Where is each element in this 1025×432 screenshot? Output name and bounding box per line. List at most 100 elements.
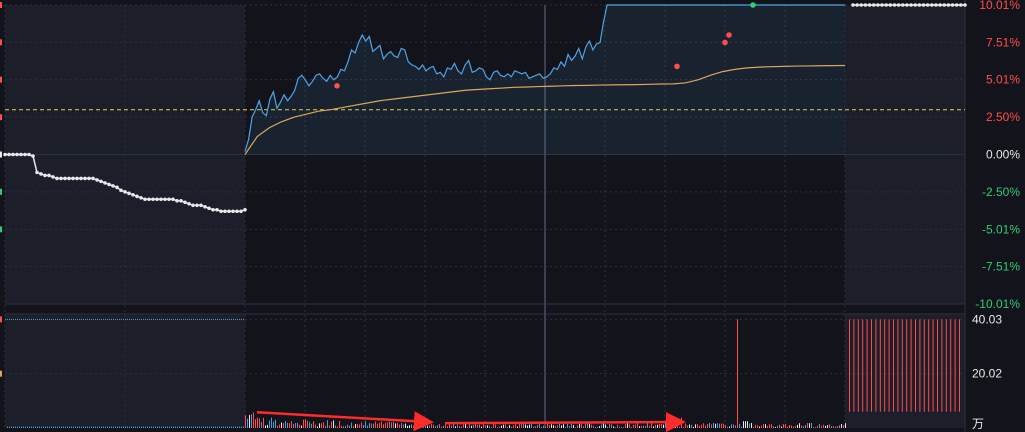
volume-bar: [375, 421, 376, 428]
volume-bar: [459, 425, 460, 428]
volume-bar: [617, 424, 618, 428]
volume-bar: [683, 426, 684, 428]
afterhours-dot: [871, 3, 876, 7]
volume-bar: [389, 421, 390, 428]
premarket-dot: [79, 176, 83, 181]
premarket-dot: [195, 203, 199, 208]
volume-bar: [503, 424, 504, 428]
volume-bar: [729, 426, 730, 428]
volume-bar: [849, 319, 850, 412]
volume-bar: [181, 426, 182, 428]
volume-bar: [189, 426, 190, 428]
volume-bar: [781, 426, 782, 428]
volume-bar: [545, 426, 546, 428]
volume-bar: [497, 426, 498, 428]
premarket-dot: [43, 173, 47, 178]
afterhours-dot: [888, 3, 893, 7]
volume-bar: [693, 426, 694, 428]
volume-unit-label: 万: [972, 417, 984, 431]
volume-bar: [739, 423, 740, 428]
volume-bar: [915, 319, 916, 412]
premarket-dot: [111, 184, 115, 188]
premarket-dot: [27, 152, 31, 157]
premarket-dot: [35, 170, 39, 175]
signal-marker: [722, 39, 728, 46]
volume-bar: [453, 423, 454, 428]
premarket-dot: [191, 203, 195, 208]
volume-bar: [187, 426, 188, 428]
volume-bar: [703, 423, 704, 428]
volume-bar: [663, 424, 664, 428]
volume-bar: [573, 425, 574, 428]
volume-bar: [827, 425, 828, 428]
afterhours-dot: [917, 3, 922, 7]
volume-bar: [769, 424, 770, 428]
volume-bar: [581, 423, 582, 428]
volume-bar: [697, 424, 698, 428]
volume-bar: [583, 426, 584, 428]
volume-bar: [123, 426, 124, 428]
volume-bar: [637, 422, 638, 428]
premarket-dot: [219, 209, 223, 214]
volume-bar: [715, 423, 716, 428]
volume-bar: [359, 424, 360, 428]
afterhours-dot: [859, 3, 864, 7]
volume-bar: [297, 422, 298, 428]
volume-bar: [301, 425, 302, 428]
volume-bar: [687, 425, 688, 428]
volume-bar: [599, 426, 600, 428]
volume-bar: [205, 426, 206, 428]
volume-bar: [437, 425, 438, 428]
premarket-dot: [139, 196, 143, 200]
volume-bar: [853, 319, 855, 412]
volume-bar: [411, 424, 412, 428]
volume-bar: [369, 423, 370, 428]
premarket-dot: [31, 154, 35, 158]
volume-bar: [639, 426, 640, 428]
volume-bar: [223, 426, 224, 428]
volume-bar: [753, 426, 754, 428]
volume-bar: [945, 319, 947, 412]
volume-bar: [565, 426, 566, 428]
volume-bar: [353, 425, 354, 428]
volume-bar: [773, 426, 774, 428]
volume-bar: [429, 425, 430, 428]
volume-bar: [731, 424, 732, 428]
volume-bar: [467, 426, 468, 428]
price-axis-label: 10.01%: [979, 0, 1020, 12]
afterhours-dot: [909, 3, 913, 7]
volume-bar: [243, 426, 244, 428]
price-area: [245, 5, 845, 155]
volume-bar: [884, 319, 886, 412]
volume-bar: [257, 417, 258, 428]
volume-bar: [317, 426, 318, 428]
volume-bar: [201, 426, 202, 428]
average-line: [244, 64, 846, 155]
volume-bar: [133, 426, 134, 428]
volume-bar: [271, 417, 272, 428]
volume-bar: [901, 319, 903, 412]
volume-bar: [417, 425, 418, 428]
volume-bar: [707, 424, 708, 428]
volume-bar: [191, 426, 192, 428]
premarket-dot: [159, 197, 163, 202]
volume-bar: [229, 426, 230, 428]
volume-bar: [245, 415, 246, 428]
volume-bar: [499, 426, 500, 428]
volume-bar: [605, 424, 606, 428]
volume-bar: [711, 424, 712, 428]
volume-bar: [383, 424, 384, 428]
volume-bar: [427, 425, 428, 428]
volume-bar: [709, 422, 710, 428]
volume-bar: [269, 420, 270, 428]
volume-bar: [289, 423, 290, 428]
volume-bar: [299, 424, 300, 428]
volume-bar: [727, 426, 728, 428]
volume-bar: [45, 426, 46, 428]
volume-bar: [561, 425, 562, 428]
volume-bar: [267, 424, 268, 428]
volume-bar: [415, 425, 416, 428]
volume-bar: [825, 425, 826, 428]
volume-bar: [313, 421, 314, 428]
premarket-dot: [179, 198, 183, 203]
